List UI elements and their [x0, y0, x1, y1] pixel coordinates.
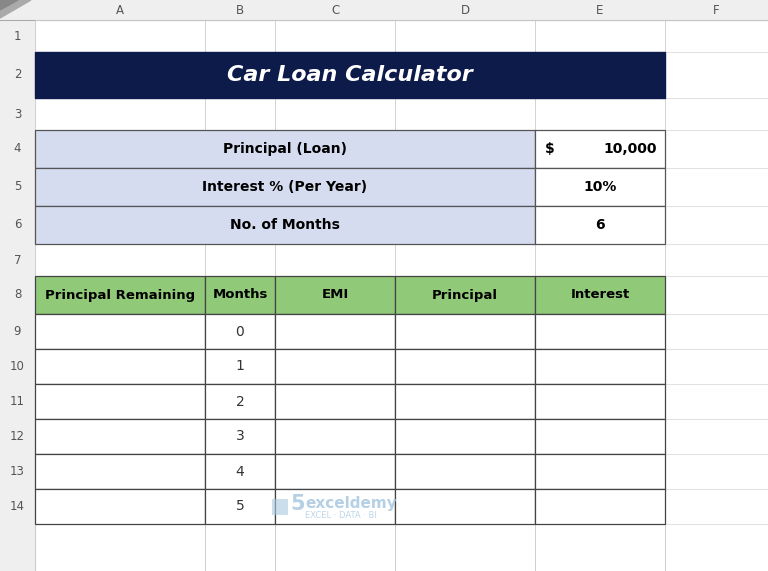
Text: EMI: EMI: [321, 288, 349, 301]
Bar: [275, 419, 395, 454]
Text: Interest: Interest: [571, 288, 630, 301]
Bar: [35, 489, 205, 524]
Bar: [275, 314, 395, 349]
Text: 7: 7: [14, 254, 22, 267]
Bar: [35, 384, 205, 419]
Text: Principal (Loan): Principal (Loan): [223, 142, 347, 156]
Bar: [205, 314, 275, 349]
Text: 11: 11: [10, 395, 25, 408]
Polygon shape: [0, 0, 18, 10]
Text: Principal Remaining: Principal Remaining: [45, 288, 195, 301]
Bar: [35, 276, 205, 314]
Bar: [395, 454, 535, 489]
Text: 5: 5: [14, 180, 22, 194]
Text: 5: 5: [290, 493, 305, 513]
Text: 10%: 10%: [584, 180, 617, 194]
Text: E: E: [596, 3, 604, 17]
Text: 1: 1: [14, 30, 22, 42]
Bar: [535, 349, 665, 384]
Text: 3: 3: [236, 429, 244, 444]
Polygon shape: [0, 0, 31, 18]
Bar: [35, 349, 205, 384]
Text: C: C: [331, 3, 339, 17]
Bar: [395, 276, 535, 314]
Bar: [535, 419, 665, 454]
Text: 10,000: 10,000: [604, 142, 657, 156]
Text: 4: 4: [14, 143, 22, 155]
Text: 1: 1: [236, 360, 244, 373]
Bar: [205, 276, 275, 314]
Text: 0: 0: [236, 324, 244, 339]
Text: 14: 14: [10, 500, 25, 513]
Text: 5: 5: [236, 500, 244, 513]
Text: 9: 9: [14, 325, 22, 338]
Text: D: D: [461, 3, 469, 17]
Bar: [535, 276, 665, 314]
Bar: [535, 168, 665, 206]
Bar: [35, 130, 535, 168]
Bar: [395, 349, 535, 384]
Bar: [205, 349, 275, 384]
Text: Interest % (Per Year): Interest % (Per Year): [203, 180, 368, 194]
Bar: [535, 130, 665, 168]
Text: EXCEL · DATA · BI: EXCEL · DATA · BI: [305, 511, 377, 520]
Text: 2: 2: [14, 69, 22, 82]
Bar: [535, 206, 665, 244]
Text: 2: 2: [236, 395, 244, 408]
Bar: [395, 419, 535, 454]
Text: F: F: [713, 3, 720, 17]
Text: B: B: [236, 3, 244, 17]
Text: exceldemy: exceldemy: [305, 496, 397, 511]
Bar: [535, 489, 665, 524]
Bar: [275, 384, 395, 419]
Bar: [35, 206, 535, 244]
Text: Months: Months: [212, 288, 268, 301]
Bar: [35, 168, 535, 206]
Bar: [0, 20, 35, 571]
Text: 13: 13: [10, 465, 25, 478]
Bar: [535, 454, 665, 489]
Bar: [272, 498, 288, 514]
Bar: [395, 314, 535, 349]
Text: 6: 6: [595, 218, 605, 232]
Text: A: A: [116, 3, 124, 17]
Text: No. of Months: No. of Months: [230, 218, 340, 232]
Bar: [275, 454, 395, 489]
Bar: [205, 419, 275, 454]
Bar: [395, 489, 535, 524]
Bar: [535, 314, 665, 349]
Bar: [205, 384, 275, 419]
Bar: [535, 384, 665, 419]
Bar: [275, 349, 395, 384]
Text: Car Loan Calculator: Car Loan Calculator: [227, 65, 473, 85]
Text: Principal: Principal: [432, 288, 498, 301]
Text: 8: 8: [14, 288, 22, 301]
Text: 6: 6: [14, 219, 22, 231]
Bar: [35, 52, 665, 98]
Bar: [275, 489, 395, 524]
Bar: [395, 384, 535, 419]
Bar: [35, 454, 205, 489]
Text: 3: 3: [14, 107, 22, 120]
Bar: [205, 454, 275, 489]
Text: 10: 10: [10, 360, 25, 373]
Text: $: $: [545, 142, 554, 156]
Bar: [0, 0, 768, 20]
Bar: [275, 276, 395, 314]
Bar: [35, 419, 205, 454]
Text: 12: 12: [10, 430, 25, 443]
Bar: [205, 489, 275, 524]
Text: 4: 4: [236, 464, 244, 478]
Bar: [35, 314, 205, 349]
